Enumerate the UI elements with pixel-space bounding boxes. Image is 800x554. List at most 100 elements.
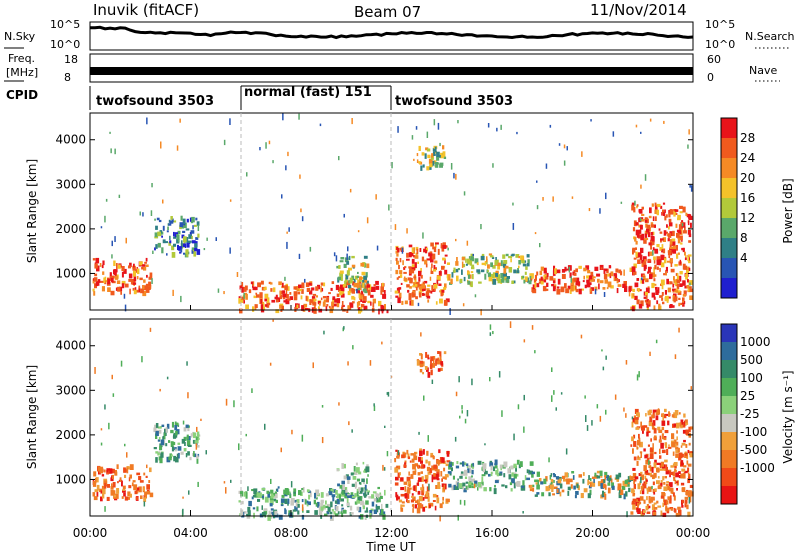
echo-cell — [363, 470, 367, 473]
echo-cell — [436, 279, 439, 284]
echo-cell — [615, 268, 619, 273]
echo-cell — [639, 229, 642, 234]
echo-cell — [677, 217, 681, 221]
echo-cell — [643, 482, 647, 489]
echo-cell — [154, 247, 156, 251]
echo-cell — [656, 203, 661, 208]
echo-cell — [375, 506, 379, 513]
echo-cell — [356, 478, 360, 482]
scatter-point — [375, 194, 377, 200]
echo-cell — [103, 469, 106, 473]
echo-cell — [106, 496, 110, 501]
echo-cell — [658, 228, 661, 231]
echo-cell — [429, 502, 434, 507]
scatter-point — [625, 413, 627, 418]
echo-region — [630, 408, 694, 517]
scatter-point — [415, 485, 417, 493]
echo-cell — [651, 292, 656, 298]
echo-cell — [267, 491, 270, 498]
echo-cell — [253, 488, 258, 495]
echo-cell — [667, 238, 670, 242]
echo-cell — [341, 306, 344, 310]
echo-cell — [320, 514, 323, 519]
echo-cell — [654, 209, 658, 214]
echo-cell — [165, 241, 168, 244]
echo-cell — [684, 453, 688, 456]
echo-cell — [672, 283, 675, 288]
scatter-point — [287, 151, 289, 157]
echo-cell — [436, 497, 440, 504]
echo-cell — [410, 453, 415, 456]
echo-cell — [607, 273, 611, 277]
scatter-point — [280, 447, 282, 453]
scatter-point — [376, 245, 379, 251]
echo-cell — [656, 462, 661, 465]
echo-cell — [348, 267, 352, 271]
echo-cell — [556, 286, 560, 289]
colorbar-swatch — [721, 360, 737, 379]
scatter-point — [472, 253, 474, 257]
y-tick-label: 4000 — [55, 339, 86, 353]
echo-cell — [654, 264, 657, 270]
echo-cell — [524, 276, 528, 282]
echo-cell — [380, 495, 383, 499]
echo-cell — [360, 487, 364, 492]
scatter-point — [640, 477, 642, 484]
echo-cell — [413, 455, 418, 461]
echo-cell — [567, 285, 571, 290]
echo-cell — [441, 457, 445, 463]
echo-cell — [359, 491, 363, 494]
echo-cell — [407, 277, 412, 281]
echo-cell — [640, 224, 643, 230]
echo-cell — [412, 470, 417, 475]
echo-cell — [331, 508, 334, 512]
echo-cell — [587, 493, 591, 499]
echo-cell — [661, 244, 664, 250]
scatter-point — [450, 163, 453, 170]
echo-cell — [155, 225, 158, 230]
echo-cell — [594, 472, 597, 477]
echo-cell — [337, 276, 342, 281]
echo-cell — [134, 287, 137, 291]
echo-cell — [653, 502, 657, 505]
echo-cell — [425, 352, 428, 358]
echo-cell — [360, 262, 365, 267]
scatter-point — [223, 291, 225, 295]
scatter-point — [674, 479, 677, 485]
echo-cell — [666, 481, 670, 484]
echo-cell — [508, 474, 512, 480]
echo-cell — [323, 282, 326, 287]
echo-cell — [157, 426, 162, 429]
scatter-point — [338, 156, 340, 161]
scatter-point — [357, 230, 360, 233]
scatter-point — [429, 276, 432, 281]
echo-cell — [315, 295, 318, 298]
echo-cell — [637, 259, 641, 264]
echo-cell — [668, 296, 671, 299]
echo-cell — [379, 512, 383, 516]
echo-cell — [685, 422, 689, 425]
echo-cell — [652, 489, 655, 493]
echo-cell — [518, 464, 521, 469]
echo-cell — [311, 287, 315, 291]
echo-cell — [396, 253, 399, 257]
colorbar-swatch — [721, 278, 737, 299]
scatter-point — [146, 117, 148, 125]
echo-region — [336, 255, 370, 296]
echo-cell — [320, 503, 324, 507]
freq-label-line1: Freq. — [8, 52, 35, 65]
echo-cell — [173, 243, 177, 247]
echo-cell — [576, 281, 581, 286]
echo-cell — [551, 284, 555, 287]
echo-cell — [358, 487, 360, 494]
echo-cell — [358, 482, 361, 485]
echo-cell — [408, 244, 413, 248]
echo-cell — [154, 232, 158, 237]
echo-cell — [437, 469, 440, 473]
echo-cell — [441, 154, 445, 158]
echo-cell — [497, 278, 502, 284]
echo-cell — [644, 237, 649, 241]
echo-cell — [360, 299, 363, 302]
scatter-point — [566, 146, 568, 151]
echo-cell — [639, 490, 642, 494]
